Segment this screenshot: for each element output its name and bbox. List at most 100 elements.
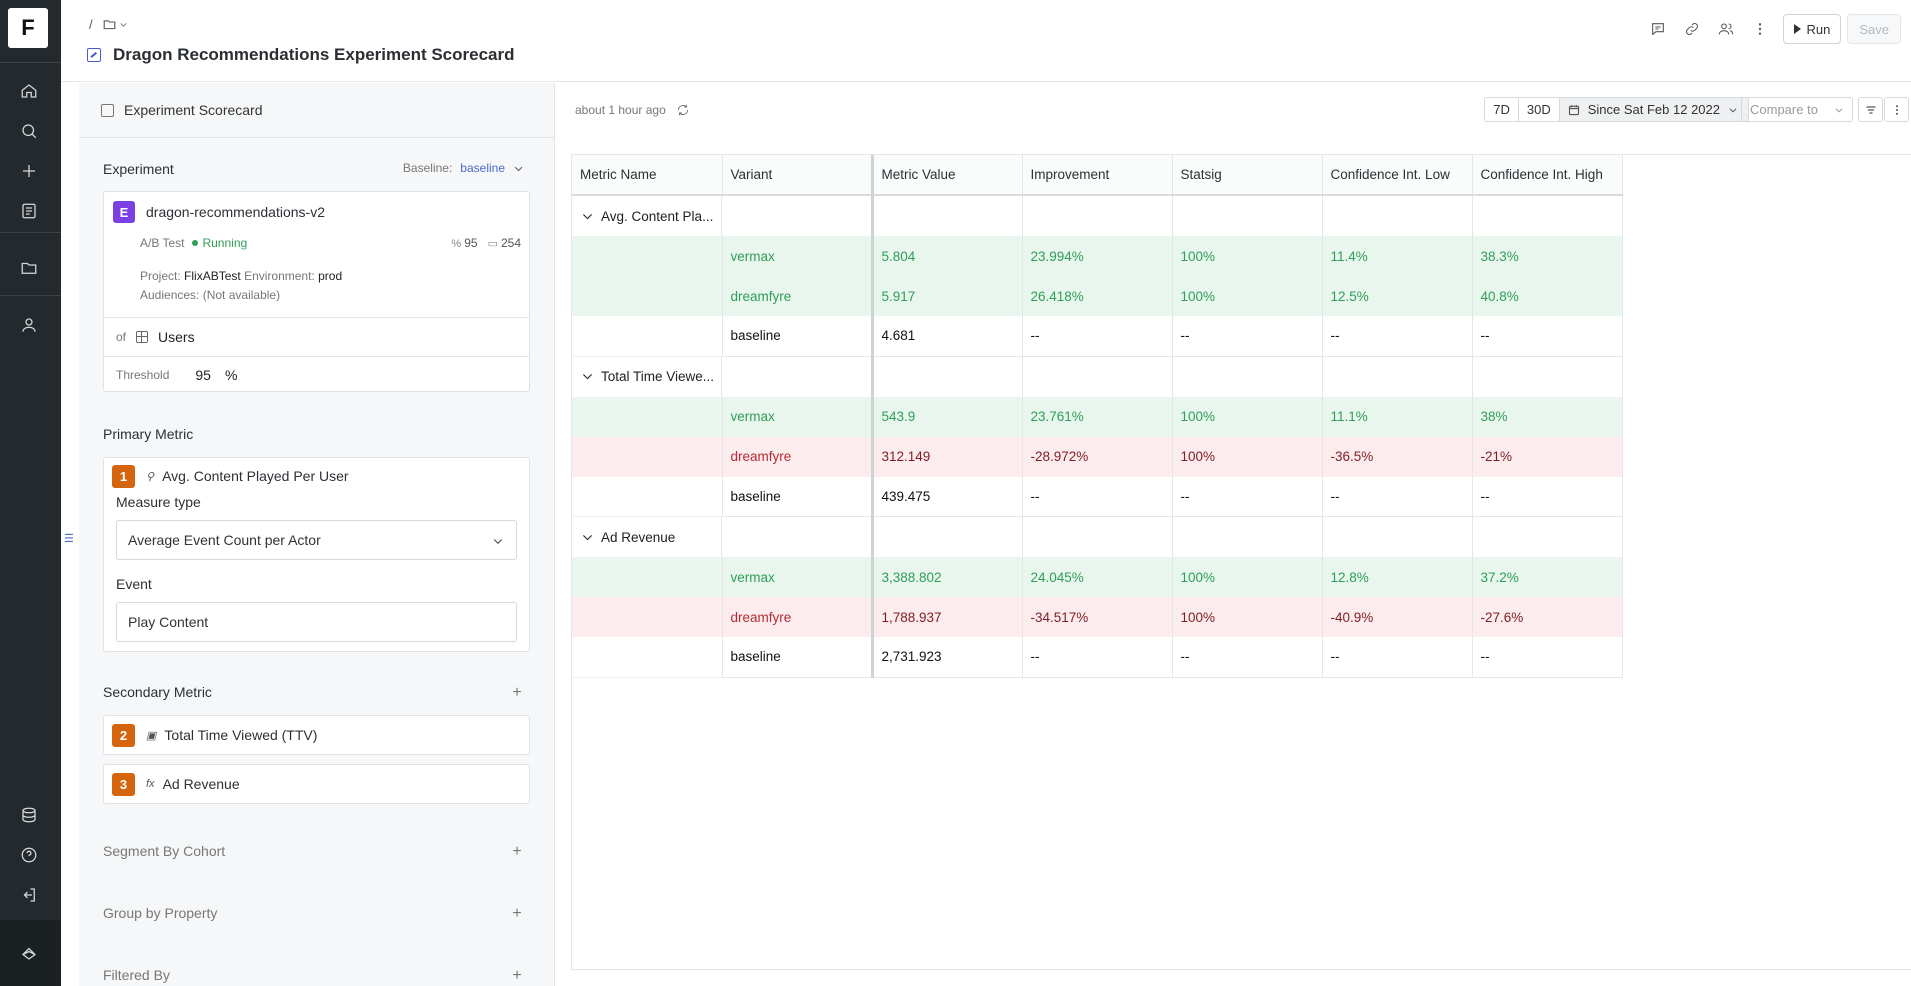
panel-resize-handle[interactable]: ☰ xyxy=(64,533,74,545)
compare-to-select[interactable]: Compare to xyxy=(1741,97,1853,122)
report-type-tab[interactable]: Experiment Scorecard xyxy=(79,83,554,138)
secondary-metric-name[interactable]: fx Ad Revenue xyxy=(146,776,240,792)
refresh-icon[interactable] xyxy=(676,103,690,117)
scorecard-icon xyxy=(101,103,114,117)
ci-low-cell: -- xyxy=(1322,476,1473,517)
page-title[interactable]: Dragon Recommendations Experiment Scorec… xyxy=(113,45,515,64)
calendar-icon: ▭ xyxy=(487,238,498,250)
table-header-row: Metric Name Variant Metric Value Improve… xyxy=(572,155,1623,196)
filter-button[interactable] xyxy=(1858,97,1883,122)
comment-icon[interactable] xyxy=(1641,14,1675,44)
metric-group-row[interactable]: Avg. Content Pla... xyxy=(572,195,1623,236)
variant-cell: vermax xyxy=(722,557,874,597)
save-button[interactable]: Save xyxy=(1847,14,1901,44)
threshold-input[interactable]: 95 xyxy=(195,367,211,383)
ci-high-cell: 37.2% xyxy=(1472,557,1623,597)
improvement-cell: 23.761% xyxy=(1022,396,1173,437)
percent-icon: % xyxy=(451,238,462,250)
table-row: baseline 4.681 -- -- -- -- xyxy=(572,316,1623,357)
metric-group-row[interactable]: Total Time Viewe... xyxy=(572,356,1623,397)
secondary-metric-card[interactable]: 2 ▣ Total Time Viewed (TTV) xyxy=(103,715,530,755)
add-secondary-metric-button[interactable]: + xyxy=(512,684,522,701)
chevron-down-icon[interactable] xyxy=(582,211,593,222)
table-row: vermax 543.9 23.761% 100% 11.1% 38% xyxy=(572,396,1623,437)
add-segment-button[interactable]: + xyxy=(512,843,522,860)
search-icon[interactable] xyxy=(18,120,40,142)
link-icon[interactable] xyxy=(1675,14,1709,44)
run-button[interactable]: Run xyxy=(1782,14,1842,44)
ci-low-cell: 12.5% xyxy=(1322,276,1473,316)
column-header[interactable]: Confidence Int. Low xyxy=(1322,155,1473,196)
threshold-row: Threshold 95 % xyxy=(104,356,529,393)
primary-metric-name[interactable]: ⚲ Avg. Content Played Per User xyxy=(146,468,349,484)
experiment-project: Project: FlixABTest Environment: prod xyxy=(140,269,343,283)
threshold-label: Threshold xyxy=(116,368,170,382)
add-group-by-button[interactable]: + xyxy=(512,905,522,922)
variant-cell: dreamfyre xyxy=(722,276,874,316)
metric-value-cell: 4.681 xyxy=(872,316,1023,357)
primary-metric-title: Primary Metric xyxy=(103,426,194,442)
share-users-icon[interactable] xyxy=(1709,14,1743,44)
table-row: dreamfyre 312.149 -28.972% 100% -36.5% -… xyxy=(572,436,1623,477)
chevron-down-icon[interactable] xyxy=(582,532,593,543)
more-vertical-icon[interactable] xyxy=(1743,14,1777,44)
primary-metric-card[interactable]: 1 ⚲ Avg. Content Played Per User Measure… xyxy=(103,457,530,652)
chevron-down-icon xyxy=(1729,107,1737,113)
reports-icon[interactable] xyxy=(18,200,40,222)
column-header[interactable]: Confidence Int. High xyxy=(1472,155,1623,196)
column-header[interactable]: Metric Name xyxy=(572,155,723,196)
experiment-stat-days: ▭ 254 xyxy=(487,236,521,250)
improvement-cell: 26.418% xyxy=(1022,276,1173,316)
chevron-down-icon xyxy=(493,539,503,545)
report-type-icon xyxy=(87,48,101,62)
help-icon[interactable] xyxy=(18,844,40,866)
database-icon[interactable] xyxy=(18,804,40,826)
group-by-property-title: Group by Property xyxy=(103,905,218,921)
more-options-button[interactable] xyxy=(1884,97,1909,122)
statsig-cell: -- xyxy=(1172,316,1323,357)
actor-selector[interactable]: of Users xyxy=(104,317,529,356)
ci-low-cell: -40.9% xyxy=(1322,597,1473,637)
improvement-cell: -- xyxy=(1022,476,1173,517)
metric-value-cell: 3,388.802 xyxy=(872,557,1023,597)
folder-dropdown[interactable] xyxy=(103,18,128,31)
secondary-metric-name[interactable]: ▣ Total Time Viewed (TTV) xyxy=(146,727,318,743)
add-filter-button[interactable]: + xyxy=(512,967,522,984)
chevron-down-icon xyxy=(1835,108,1843,113)
metric-value-cell: 1,788.937 xyxy=(872,597,1023,637)
experiment-name[interactable]: dragon-recommendations-v2 xyxy=(146,204,325,220)
brand-icon[interactable] xyxy=(18,942,40,964)
statsig-cell: 100% xyxy=(1172,396,1323,437)
column-header[interactable]: Improvement xyxy=(1022,155,1173,196)
chevron-down-icon[interactable] xyxy=(582,371,593,382)
plus-icon[interactable] xyxy=(18,160,40,182)
ci-low-cell: 11.4% xyxy=(1322,236,1473,276)
ci-high-cell: -21% xyxy=(1472,436,1623,477)
actor-value: Users xyxy=(158,329,195,345)
range-30d-button[interactable]: 30D xyxy=(1518,98,1560,121)
secondary-metric-card[interactable]: 3 fx Ad Revenue xyxy=(103,764,530,804)
statsig-cell: 100% xyxy=(1172,557,1323,597)
home-icon[interactable] xyxy=(18,80,40,102)
chevron-down-icon xyxy=(514,166,523,171)
column-header[interactable]: Metric Value xyxy=(872,155,1023,196)
measure-type-select[interactable]: Average Event Count per Actor xyxy=(116,520,517,560)
app-logo[interactable]: F xyxy=(8,8,48,48)
column-header[interactable]: Statsig xyxy=(1172,155,1323,196)
rail-divider xyxy=(0,62,61,63)
last-updated: about 1 hour ago xyxy=(575,103,690,117)
range-7d-button[interactable]: 7D xyxy=(1485,98,1519,121)
metric-group-row[interactable]: Ad Revenue xyxy=(572,516,1623,557)
of-label: of xyxy=(116,330,127,344)
logout-icon[interactable] xyxy=(18,884,40,906)
date-range-picker[interactable]: Since Sat Feb 12 2022 xyxy=(1559,98,1748,121)
page-header: / Dragon Recommendations Experiment Scor… xyxy=(61,0,1911,82)
experiment-card[interactable]: E dragon-recommendations-v2 A/B Test Run… xyxy=(103,191,530,392)
status-dot-icon xyxy=(192,240,199,246)
event-select[interactable]: Play Content xyxy=(116,602,517,642)
column-header[interactable]: Variant xyxy=(722,155,874,196)
folder-icon[interactable] xyxy=(18,257,40,279)
baseline-selector[interactable]: Baseline: baseline xyxy=(403,161,524,175)
user-icon[interactable] xyxy=(18,314,40,336)
metric-value-cell: 543.9 xyxy=(872,396,1023,437)
